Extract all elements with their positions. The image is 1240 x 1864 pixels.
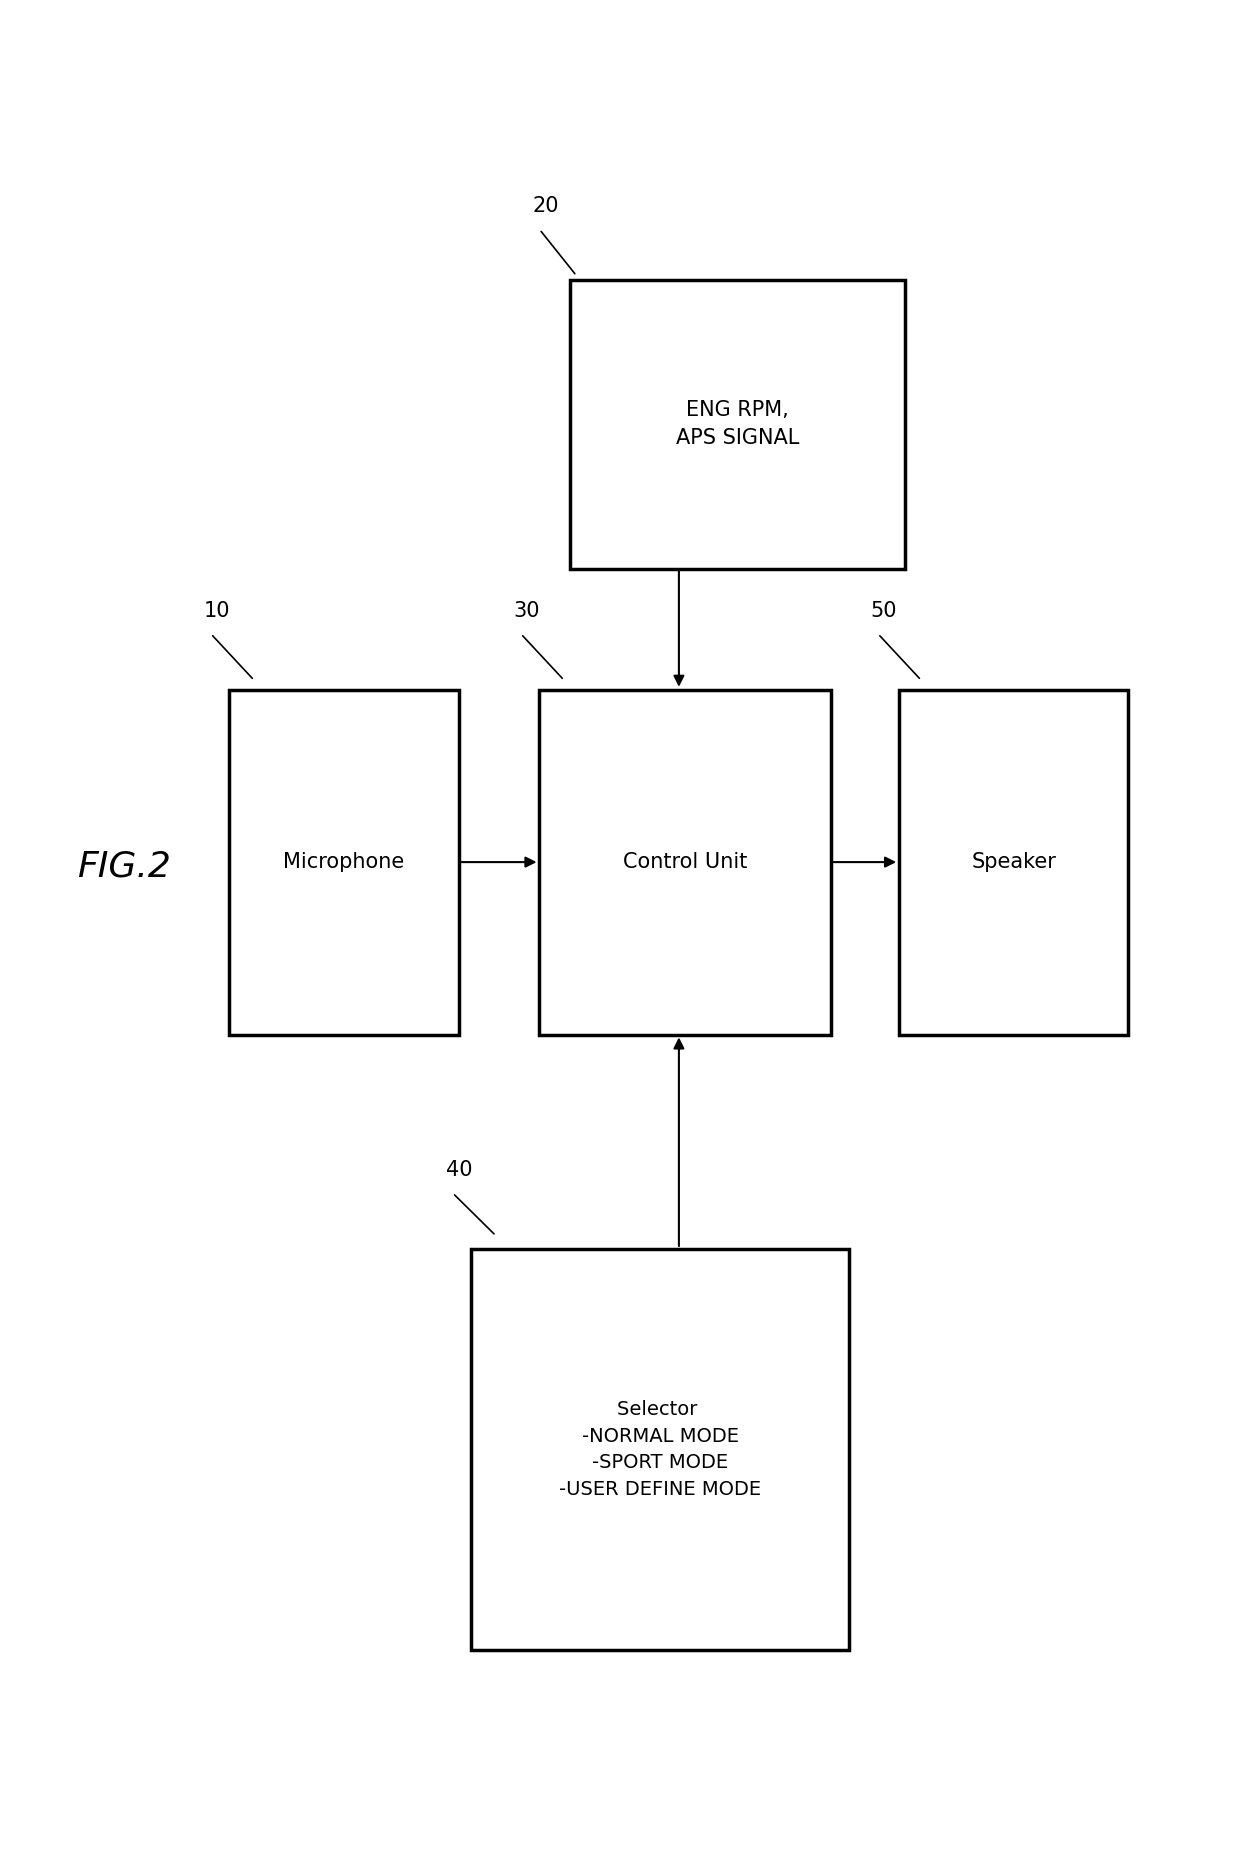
Bar xyxy=(539,690,831,1035)
Text: ENG RPM,
APS SIGNAL: ENG RPM, APS SIGNAL xyxy=(676,401,800,447)
Bar xyxy=(471,1249,849,1650)
Text: Selector 
-NORMAL MODE
-SPORT MODE
-USER DEFINE MODE: Selector -NORMAL MODE -SPORT MODE -USER … xyxy=(559,1400,761,1499)
Text: Microphone: Microphone xyxy=(284,852,404,872)
Text: Control Unit: Control Unit xyxy=(622,852,748,872)
Text: 30: 30 xyxy=(513,600,541,621)
Text: 40: 40 xyxy=(445,1159,472,1180)
Bar xyxy=(229,690,459,1035)
Text: 20: 20 xyxy=(532,196,559,216)
Text: 50: 50 xyxy=(870,600,898,621)
Bar xyxy=(570,280,905,569)
Text: FIG.2: FIG.2 xyxy=(77,850,171,884)
Bar xyxy=(899,690,1128,1035)
Text: 10: 10 xyxy=(203,600,231,621)
Text: Speaker: Speaker xyxy=(971,852,1056,872)
